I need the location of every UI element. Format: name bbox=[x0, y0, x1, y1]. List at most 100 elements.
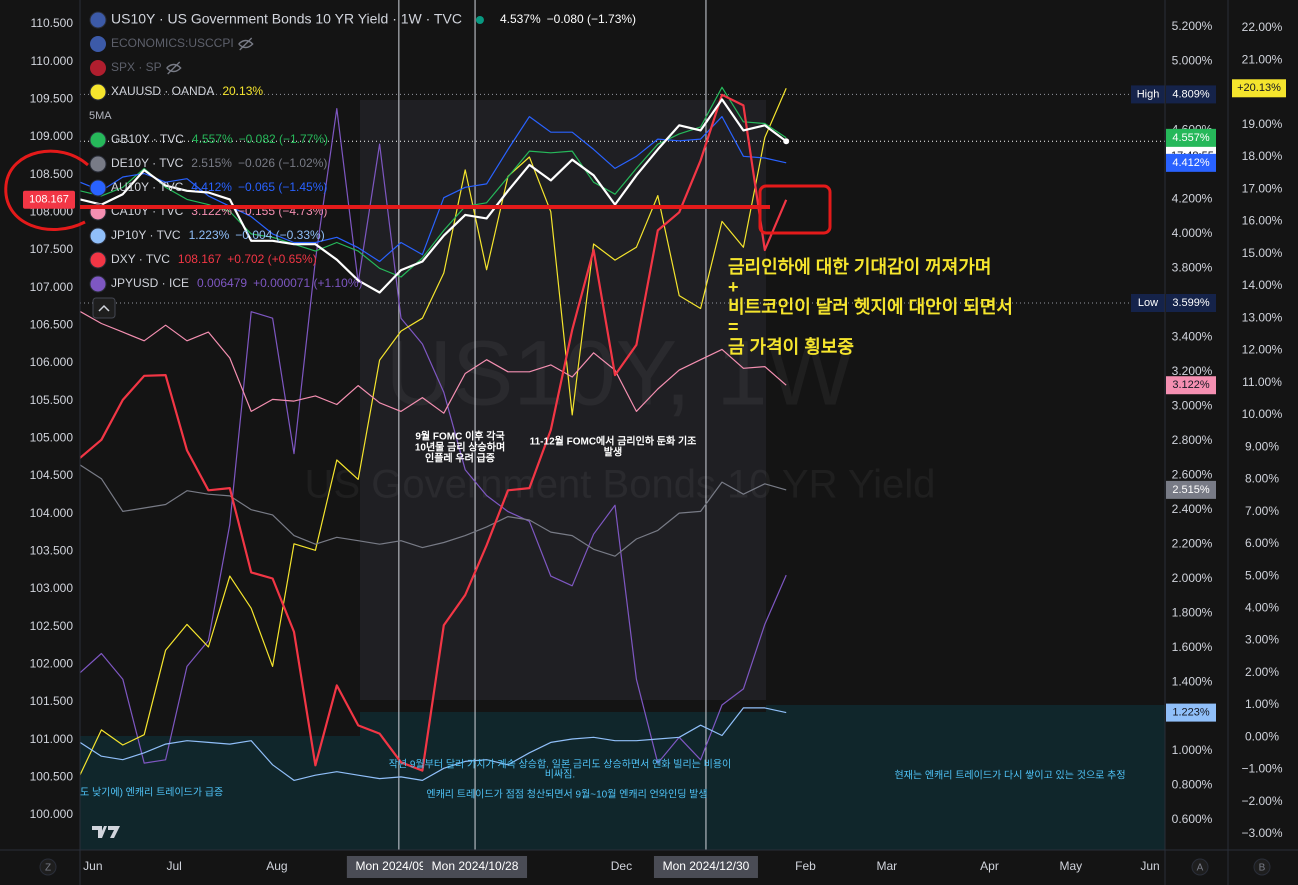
axis-button-label[interactable]: A bbox=[1197, 863, 1204, 874]
tick-label: 22.00% bbox=[1242, 20, 1283, 34]
legend-label: ECONOMICS:USCCPI bbox=[111, 36, 234, 50]
tick-label: 1.600% bbox=[1172, 640, 1213, 654]
legend-icon bbox=[89, 275, 107, 293]
tick-label: 2.000% bbox=[1172, 571, 1213, 585]
annotation: 발생 bbox=[604, 446, 622, 459]
legend-icon bbox=[89, 227, 107, 245]
legend-icon bbox=[90, 60, 106, 76]
tick-label: 12.00% bbox=[1242, 343, 1283, 357]
annotation: 금 가격이 횡보중 bbox=[728, 337, 854, 357]
series-line bbox=[80, 464, 787, 557]
tick-label: 102.500 bbox=[30, 619, 74, 633]
annotation: 9월 FOMC 이후 각국 bbox=[415, 430, 504, 443]
legend-label: JPYUSD · ICE bbox=[111, 276, 189, 290]
annotation: 도 낮기에) 엔캐리 트레이드가 급증 bbox=[80, 787, 223, 799]
low-tag-bg bbox=[1131, 293, 1165, 312]
tick-label: 109.000 bbox=[30, 129, 74, 143]
price-tag-bg bbox=[1166, 480, 1216, 499]
legend-label: SPX · SP bbox=[111, 60, 162, 74]
legend-icon bbox=[89, 179, 107, 197]
tick-label: 107.000 bbox=[30, 280, 74, 294]
collapse-button[interactable] bbox=[92, 297, 116, 319]
annotation: 현재는 엔캐리 트레이드가 다시 쌓이고 있는 것으로 추정 bbox=[894, 770, 1125, 782]
tick-label: 105.500 bbox=[30, 393, 74, 407]
tick-label: 106.000 bbox=[30, 355, 74, 369]
tick-label: 3.00% bbox=[1245, 633, 1279, 647]
visibility-toggle[interactable] bbox=[238, 37, 254, 51]
series-line bbox=[80, 86, 787, 278]
annotation: 금리인하에 대한 기대감이 꺼져가며 bbox=[728, 257, 991, 277]
tick-label: 5.00% bbox=[1245, 568, 1279, 582]
tick-label: 8.00% bbox=[1245, 472, 1279, 486]
legend-label: DXY · TVC bbox=[111, 252, 170, 266]
annotation: + bbox=[728, 277, 739, 297]
tick-label: −1.00% bbox=[1241, 762, 1282, 776]
legend-change: −0.026 (−1.02%) bbox=[238, 156, 327, 170]
legend-label: JP10Y · TVC bbox=[111, 228, 181, 242]
tick-label: 6.00% bbox=[1245, 536, 1279, 550]
tick-label: 2.800% bbox=[1172, 433, 1213, 447]
tick-label: 109.500 bbox=[30, 92, 74, 106]
axis-button[interactable] bbox=[1191, 858, 1209, 876]
axis-button[interactable] bbox=[39, 858, 57, 876]
price-tag: 2.515% bbox=[1172, 484, 1210, 496]
legend-icon bbox=[89, 155, 107, 173]
tick-label: 4.200% bbox=[1172, 192, 1213, 206]
tradingview-logo bbox=[92, 826, 120, 838]
tick-label: 3.000% bbox=[1172, 398, 1213, 412]
tick-label: 107.500 bbox=[30, 242, 74, 256]
marker-label: Mon 2024/12/30 bbox=[663, 859, 750, 873]
status-dot bbox=[475, 16, 484, 24]
tick-label: 108.500 bbox=[30, 167, 74, 181]
tick-label: 21.00% bbox=[1242, 52, 1283, 66]
tick-label: 5.000% bbox=[1172, 54, 1213, 68]
axis-button[interactable] bbox=[1253, 858, 1271, 876]
legend-icon bbox=[89, 83, 107, 101]
tick-label: 5.200% bbox=[1172, 19, 1213, 33]
tick-label: 16.00% bbox=[1242, 214, 1283, 228]
price-tag: 4.412% bbox=[1172, 157, 1210, 169]
legend-icon bbox=[90, 36, 106, 52]
tick-label: 103.500 bbox=[30, 544, 74, 558]
legend-value: 1.223% bbox=[189, 228, 230, 242]
tick-label: 100.000 bbox=[30, 807, 74, 821]
tick-label: 4.000% bbox=[1172, 226, 1213, 240]
series-line bbox=[80, 707, 787, 781]
tick-label: 11.00% bbox=[1242, 375, 1282, 389]
annotation: 비싸짐. bbox=[545, 769, 575, 781]
price-tag: 3.122% bbox=[1172, 379, 1210, 391]
price-tag-bg bbox=[1166, 703, 1216, 722]
x-tick-label: Jun bbox=[1140, 859, 1159, 873]
legend-value: 4.557% bbox=[192, 132, 233, 146]
axis-button-label[interactable]: Z bbox=[45, 863, 51, 874]
price-tag-bg bbox=[1166, 376, 1216, 395]
visibility-toggle[interactable] bbox=[166, 61, 182, 75]
x-tick-label: Feb bbox=[795, 859, 816, 873]
tick-label: 103.000 bbox=[30, 581, 74, 595]
tick-label: 10.00% bbox=[1242, 407, 1283, 421]
price-tag-bg bbox=[23, 190, 75, 209]
annotation: 엔캐리 트레이드가 점점 청산되면서 9월~10월 엔캐리 언와인딩 발생 bbox=[426, 789, 707, 801]
shaded-region bbox=[360, 712, 766, 850]
tick-label: 104.500 bbox=[30, 468, 74, 482]
series-line bbox=[80, 116, 787, 263]
tick-label: 14.00% bbox=[1242, 278, 1283, 292]
series-line bbox=[80, 310, 787, 414]
tick-label: 2.600% bbox=[1172, 467, 1213, 481]
legend-icon bbox=[89, 131, 107, 149]
tick-label: 0.800% bbox=[1172, 778, 1213, 792]
tick-label: 104.000 bbox=[30, 506, 74, 520]
x-tick-label: Jun bbox=[83, 859, 102, 873]
tick-label: 1.000% bbox=[1172, 743, 1213, 757]
tick-label: 2.00% bbox=[1245, 665, 1279, 679]
lines-layer bbox=[80, 86, 790, 781]
tick-label: −2.00% bbox=[1241, 794, 1282, 808]
axis-button-label[interactable]: B bbox=[1259, 863, 1266, 874]
tick-label: 110.000 bbox=[31, 54, 74, 68]
high-tag-value: 4.809% bbox=[1172, 88, 1210, 100]
tick-label: 3.200% bbox=[1172, 364, 1213, 378]
tick-label: 105.000 bbox=[30, 431, 74, 445]
legend-change: −0.004 (−0.33%) bbox=[235, 228, 324, 242]
